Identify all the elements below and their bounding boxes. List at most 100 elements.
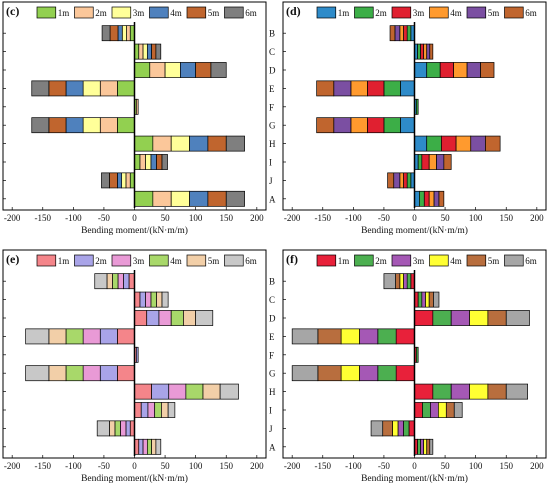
legend-entry: 6m — [525, 8, 537, 18]
legend-swatch — [74, 6, 94, 19]
x-tick-label: -50 — [378, 461, 390, 471]
bar-segment — [121, 172, 127, 189]
bar-segment — [422, 402, 431, 418]
bar-segment — [152, 135, 172, 152]
x-axis-title: Bending moment/(kN·m/m) — [81, 473, 188, 484]
legend-swatch — [316, 6, 337, 19]
bar-segment — [126, 25, 131, 42]
bar-segment — [417, 438, 421, 455]
bar-segment — [419, 190, 425, 207]
legend-swatch — [504, 6, 524, 19]
legend-swatch — [429, 254, 449, 267]
x-tick-label: -200 — [4, 461, 21, 471]
legend-entry: 6m — [245, 256, 257, 266]
bar-segment — [109, 172, 118, 189]
bar-segment — [65, 365, 84, 382]
x-tick-label: -100 — [345, 213, 362, 223]
bar-segment — [195, 310, 214, 326]
bar-segment — [426, 62, 441, 78]
bar-segment — [117, 80, 135, 97]
bar-segment — [317, 365, 342, 382]
bar-segment — [426, 43, 431, 60]
x-axis-title: Bending moment/(kN·m/m) — [361, 473, 468, 484]
bar-segment — [117, 172, 123, 189]
bar-segment — [403, 172, 408, 189]
legend-entry: 3m — [133, 256, 145, 266]
x-tick-label: 50 — [441, 461, 451, 471]
bar-segment — [99, 117, 118, 134]
bar-segment — [82, 80, 101, 97]
bar-segment — [150, 154, 157, 170]
x-tick-label: 150 — [219, 213, 233, 223]
category-tick-label: A — [269, 194, 276, 204]
category-tick-label: C — [269, 295, 275, 305]
bar-segment — [480, 62, 495, 78]
bar-segment — [406, 273, 412, 290]
bar-segment — [438, 190, 445, 207]
bar-segment — [433, 291, 440, 308]
bar-segment — [117, 117, 135, 134]
x-tick-label: -150 — [35, 461, 52, 471]
legend-entry: 1m — [58, 8, 70, 18]
x-tick-label: 50 — [161, 213, 171, 223]
category-tick-label: F — [269, 102, 274, 112]
chart-panel-c: (c)1m2m3m4m5m6mBCDEFGHIJA-200-150-100-50… — [2, 1, 267, 236]
bar-segment — [421, 291, 426, 308]
bar-segment — [125, 172, 131, 189]
bar-segment — [138, 438, 144, 455]
bar-segment — [505, 383, 529, 400]
bar-segment — [438, 402, 447, 418]
bar-segment — [382, 420, 393, 437]
bar-segment — [383, 80, 401, 97]
legend-entry: 1m — [338, 256, 350, 266]
legend-entry: 5m — [208, 8, 220, 18]
bar-segment — [414, 383, 434, 400]
bar-segment — [125, 420, 131, 437]
bar-segment — [505, 310, 530, 326]
category-tick-label: I — [269, 406, 272, 416]
legend-swatch — [224, 6, 244, 19]
bar-segment — [117, 25, 123, 42]
bar-segment — [146, 310, 160, 326]
bar-segment — [96, 420, 110, 437]
legend-entry: 4m — [170, 256, 182, 266]
x-tick-label: 100 — [469, 461, 483, 471]
bar-segment — [487, 310, 507, 326]
bar-segment — [414, 402, 423, 418]
bar-segment — [350, 80, 368, 97]
category-tick-label: G — [269, 369, 276, 379]
bar-segment — [155, 438, 162, 455]
category-tick-label: J — [269, 176, 273, 186]
bar-segment — [395, 365, 415, 382]
category-tick-label: I — [269, 158, 272, 168]
bar-segment — [117, 328, 135, 345]
x-tick-label: 50 — [441, 213, 451, 223]
bar-segment — [403, 273, 408, 290]
bar-segment — [195, 62, 212, 78]
bar-segment — [406, 172, 412, 189]
bar-segment — [25, 328, 50, 345]
bar-segment — [466, 62, 481, 78]
bar-segment — [367, 117, 385, 134]
legend-entry: 6m — [245, 8, 257, 18]
bar-segment — [423, 438, 428, 455]
bar-segment — [48, 117, 67, 134]
bar-segment — [428, 291, 434, 308]
x-tick-label: 150 — [499, 461, 513, 471]
bar-segment — [139, 154, 146, 170]
panel-label: (d) — [286, 4, 301, 18]
bar-segment — [316, 117, 335, 134]
legend-swatch — [466, 6, 487, 19]
bar-segment — [152, 190, 172, 207]
bar-segment — [453, 62, 468, 78]
bar-segment — [453, 402, 463, 418]
bar-segment — [161, 402, 169, 418]
bar-segment — [142, 43, 148, 60]
bar-segment — [333, 117, 352, 134]
x-tick-label: 0 — [132, 213, 137, 223]
x-tick-label: 200 — [250, 461, 264, 471]
bar-segment — [138, 43, 144, 60]
x-tick-label: 0 — [132, 461, 137, 471]
legend-entry: 1m — [338, 8, 350, 18]
bar-segment — [25, 365, 50, 382]
